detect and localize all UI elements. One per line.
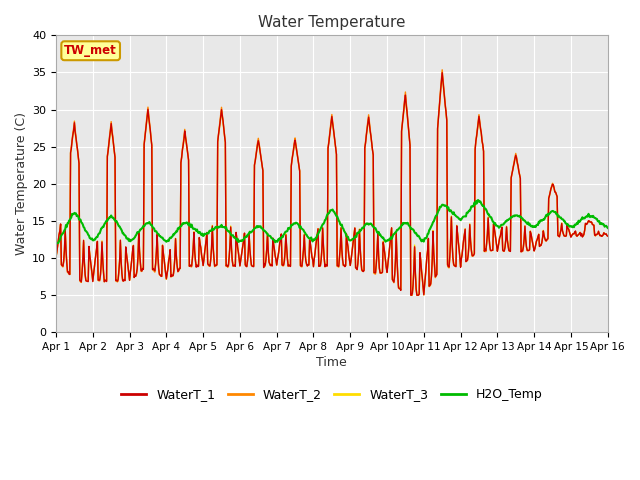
Line: WaterT_1: WaterT_1 (56, 72, 608, 295)
WaterT_1 (604, 233, 612, 239)
WaterT_2 (555, 233, 563, 239)
WaterT_3 (323, 263, 331, 268)
WaterT_1 (173, 263, 181, 268)
H2O_Temp (604, 225, 612, 231)
Legend: WaterT_1, WaterT_2, WaterT_3, H2O_Temp: WaterT_1, WaterT_2, WaterT_3, H2O_Temp (116, 383, 547, 406)
WaterT_2 (432, 274, 440, 279)
Title: Water Temperature: Water Temperature (258, 15, 406, 30)
WaterT_3 (555, 233, 563, 239)
WaterT_3 (415, 292, 422, 298)
WaterT_2 (197, 245, 205, 251)
WaterT_1 (555, 233, 563, 239)
Line: WaterT_2: WaterT_2 (56, 70, 608, 295)
Y-axis label: Water Temperature (C): Water Temperature (C) (15, 112, 28, 255)
H2O_Temp (197, 231, 205, 237)
WaterT_3 (377, 270, 385, 276)
H2O_Temp (474, 197, 482, 203)
H2O_Temp (554, 214, 562, 219)
WaterT_3 (197, 245, 205, 251)
WaterT_1 (377, 270, 385, 276)
WaterT_3 (438, 72, 446, 77)
WaterT_2 (407, 292, 415, 298)
WaterT_3 (52, 254, 60, 260)
WaterT_2 (438, 67, 446, 72)
Text: TW_met: TW_met (64, 44, 117, 57)
WaterT_3 (432, 272, 440, 278)
Line: WaterT_3: WaterT_3 (56, 74, 608, 295)
WaterT_3 (604, 233, 612, 239)
WaterT_1 (432, 273, 440, 279)
WaterT_2 (377, 270, 385, 276)
WaterT_1 (197, 245, 205, 251)
H2O_Temp (377, 233, 385, 239)
X-axis label: Time: Time (316, 356, 348, 369)
WaterT_2 (52, 254, 60, 260)
H2O_Temp (431, 214, 439, 220)
WaterT_1 (323, 263, 331, 269)
Line: H2O_Temp: H2O_Temp (56, 200, 608, 244)
WaterT_1 (408, 292, 415, 298)
WaterT_2 (323, 263, 331, 268)
WaterT_2 (173, 263, 181, 269)
WaterT_3 (173, 261, 181, 267)
H2O_Temp (173, 228, 181, 234)
H2O_Temp (323, 212, 331, 217)
WaterT_1 (438, 70, 446, 75)
H2O_Temp (52, 241, 60, 247)
WaterT_2 (604, 233, 612, 239)
WaterT_1 (52, 254, 60, 260)
